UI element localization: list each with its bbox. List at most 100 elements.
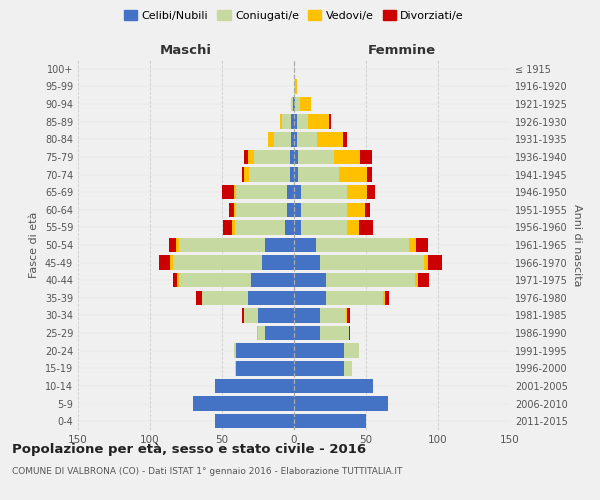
Bar [367, 168, 372, 181]
Bar [338, 168, 367, 181]
Bar [293, 97, 294, 112]
Bar [169, 238, 176, 252]
Bar [233, 185, 236, 200]
Bar [326, 273, 415, 287]
Bar [233, 344, 236, 358]
Bar [294, 378, 373, 393]
Y-axis label: Anni di nascita: Anni di nascita [572, 204, 581, 286]
Bar [286, 220, 294, 234]
Bar [294, 202, 301, 217]
Bar [308, 114, 329, 129]
Bar [291, 97, 293, 112]
Bar [290, 168, 294, 181]
Bar [294, 414, 366, 428]
Bar [235, 361, 236, 376]
Bar [236, 344, 294, 358]
Bar [173, 273, 178, 287]
Bar [294, 168, 298, 181]
Bar [320, 256, 424, 270]
Bar [347, 220, 359, 234]
Bar [274, 132, 291, 146]
Bar [344, 344, 359, 358]
Bar [244, 308, 258, 322]
Bar [298, 150, 334, 164]
Bar [229, 202, 233, 217]
Bar [383, 290, 385, 305]
Bar [301, 220, 347, 234]
Bar [385, 290, 389, 305]
Bar [301, 202, 347, 217]
Bar [258, 326, 265, 340]
Bar [291, 114, 294, 129]
Bar [294, 396, 388, 411]
Bar [294, 220, 301, 234]
Bar [294, 344, 344, 358]
Bar [294, 79, 295, 94]
Bar [215, 378, 294, 393]
Bar [242, 168, 244, 181]
Bar [320, 308, 346, 322]
Bar [416, 238, 428, 252]
Bar [294, 114, 297, 129]
Bar [236, 361, 294, 376]
Bar [254, 150, 290, 164]
Bar [251, 273, 294, 287]
Bar [179, 273, 251, 287]
Bar [222, 185, 233, 200]
Bar [298, 168, 338, 181]
Text: Popolazione per età, sesso e stato civile - 2016: Popolazione per età, sesso e stato civil… [12, 442, 366, 456]
Bar [173, 256, 262, 270]
Bar [347, 308, 350, 322]
Bar [316, 238, 409, 252]
Bar [242, 308, 244, 322]
Bar [343, 132, 347, 146]
Bar [346, 308, 347, 322]
Bar [248, 290, 294, 305]
Bar [320, 326, 349, 340]
Bar [257, 326, 258, 340]
Bar [248, 150, 254, 164]
Bar [262, 256, 294, 270]
Text: COMUNE DI VALBRONA (CO) - Dati ISTAT 1° gennaio 2016 - Elaborazione TUTTITALIA.I: COMUNE DI VALBRONA (CO) - Dati ISTAT 1° … [12, 468, 403, 476]
Bar [415, 273, 418, 287]
Bar [295, 97, 300, 112]
Text: Maschi: Maschi [160, 44, 212, 58]
Bar [196, 290, 202, 305]
Bar [409, 238, 416, 252]
Bar [424, 256, 428, 270]
Bar [297, 132, 317, 146]
Bar [317, 132, 343, 146]
Bar [294, 361, 344, 376]
Bar [349, 326, 350, 340]
Y-axis label: Fasce di età: Fasce di età [29, 212, 39, 278]
Bar [223, 220, 232, 234]
Bar [301, 185, 347, 200]
Bar [290, 150, 294, 164]
Bar [250, 168, 290, 181]
Bar [283, 114, 291, 129]
Bar [244, 168, 250, 181]
Bar [344, 361, 352, 376]
Bar [360, 150, 372, 164]
Bar [215, 414, 294, 428]
Bar [326, 290, 383, 305]
Bar [280, 114, 283, 129]
Bar [294, 308, 320, 322]
Bar [193, 396, 294, 411]
Bar [294, 256, 320, 270]
Bar [294, 132, 297, 146]
Bar [233, 202, 236, 217]
Bar [202, 290, 248, 305]
Bar [347, 202, 365, 217]
Bar [428, 256, 442, 270]
Bar [294, 273, 326, 287]
Bar [365, 202, 370, 217]
Bar [294, 290, 326, 305]
Bar [258, 308, 294, 322]
Bar [347, 185, 367, 200]
Bar [265, 326, 294, 340]
Text: Femmine: Femmine [368, 44, 436, 58]
Bar [178, 273, 179, 287]
Bar [244, 150, 248, 164]
Bar [359, 220, 373, 234]
